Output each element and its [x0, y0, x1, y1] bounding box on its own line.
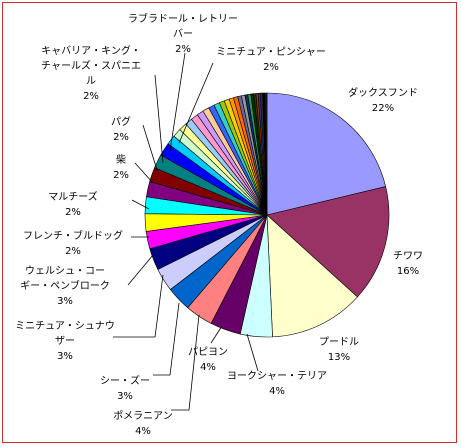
leader-line-10	[131, 199, 150, 210]
leader-line-3	[246, 333, 259, 372]
slice-label-8: ウェルシュ・コーギー・ペンブローク 3%	[20, 265, 110, 307]
leader-line-8	[127, 254, 154, 286]
slice-label-1: チワワ 16%	[393, 250, 423, 277]
chart-frame: ダックスフンド 22% チワワ 16% プードル 13% ヨークシャー・テリア 4% パピヨン 4…	[2, 2, 457, 443]
leader-line-5	[171, 314, 200, 411]
slice-label-0: ダックスフンド 22%	[348, 86, 418, 114]
slice-label-5: ポメラニアン 4%	[113, 410, 173, 437]
leader-line-12	[142, 124, 159, 174]
slice-label-12: パグ 2%	[111, 115, 131, 143]
slice-label-14: ラブラドール・レトリーバー 2%	[128, 12, 238, 55]
leader-line-13	[154, 74, 164, 164]
slice-label-4: パピヨン 4%	[188, 346, 228, 373]
pie-slice-1	[266, 186, 390, 298]
leader-line-4	[210, 325, 223, 344]
pie-slice-0	[266, 92, 387, 216]
slice-label-6: シー・ズー 3%	[100, 374, 150, 402]
leader-line-14	[169, 52, 186, 152]
slice-label-3: ヨークシャー・テリア 4%	[227, 370, 327, 397]
pie-slice-39	[264, 92, 268, 216]
slice-label-7: ミニチュア・シュナウザー 3%	[15, 320, 115, 362]
leader-line-6	[153, 302, 180, 376]
slice-label-2: プードル 13%	[319, 336, 359, 363]
leader-line-11	[134, 162, 154, 184]
slice-label-13: キャバリア・キング・チャールズ・スパニエル 2%	[41, 44, 141, 102]
pie-slice-2	[266, 214, 358, 338]
leader-line-7	[113, 274, 164, 338]
leader-line-15	[178, 62, 214, 144]
slice-label-11: 柴 2%	[113, 153, 129, 181]
pie-chart: ダックスフンド 22% チワワ 16% プードル 13% ヨークシャー・テリア 4%パピヨン 4…	[15, 12, 423, 437]
slice-label-10: マルチーズ 2%	[48, 190, 98, 218]
slice-label-15: ミニチュア・ピンシャー 2%	[216, 46, 326, 73]
slice-label-9: フレンチ・ブルドッグ 2%	[23, 229, 123, 257]
